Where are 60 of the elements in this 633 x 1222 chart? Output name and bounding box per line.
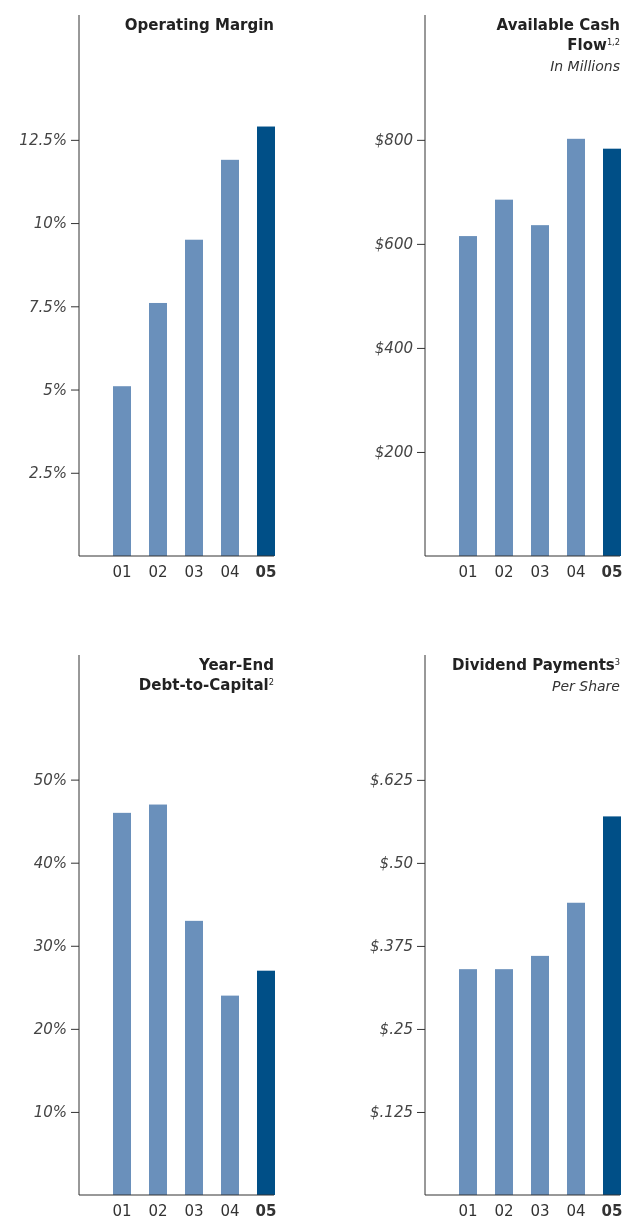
y-tick-label: $.625 — [370, 771, 413, 790]
bar — [531, 955, 549, 1195]
y-tick-label: 30% — [33, 937, 67, 956]
bar — [257, 126, 275, 556]
chart-title: Dividend Payments$^{3}$ — [452, 656, 620, 674]
x-tick-label: 03 — [184, 1201, 204, 1220]
bar — [567, 902, 585, 1195]
x-tick-label: 03 — [530, 562, 550, 581]
bar — [113, 386, 131, 556]
bar — [257, 970, 275, 1195]
y-tick-label: 5% — [43, 380, 67, 399]
y-tick-label: $400 — [374, 339, 413, 358]
x-tick-label: 04 — [220, 1201, 240, 1220]
x-tick-label: 05 — [601, 562, 623, 581]
y-tick-label: 10% — [33, 214, 67, 233]
bar — [221, 159, 239, 556]
y-tick-label: $.125 — [370, 1103, 413, 1122]
bar — [113, 812, 131, 1195]
x-tick-label: 01 — [112, 562, 132, 581]
x-tick-label: 01 — [458, 1201, 478, 1220]
bar — [495, 969, 513, 1195]
text: Per Share — [552, 678, 620, 694]
y-tick-label: $600 — [374, 235, 413, 254]
y-tick-label: 7.5% — [28, 297, 67, 316]
y-tick-label: $200 — [374, 443, 413, 462]
x-tick-label: 05 — [601, 1201, 623, 1220]
x-tick-label: 01 — [112, 1201, 132, 1220]
chart-title: Operating Margin — [124, 16, 274, 34]
y-tick-label: 12.5% — [19, 131, 67, 150]
bar — [185, 239, 203, 556]
y-tick-label: 10% — [33, 1103, 67, 1122]
bar — [185, 920, 203, 1195]
bar — [221, 995, 239, 1195]
x-tick-label: 04 — [566, 562, 586, 581]
text: Year-End Debt-to-Capital$^{2}$ — [138, 656, 274, 694]
x-tick-label: 02 — [148, 562, 168, 581]
y-tick-label: 20% — [33, 1020, 67, 1039]
x-tick-label: 01 — [458, 562, 478, 581]
x-tick-label: 05 — [255, 1201, 277, 1220]
y-tick-label: $.50 — [379, 854, 413, 873]
x-tick-label: 05 — [255, 562, 277, 581]
y-tick-label: 50% — [33, 770, 67, 789]
x-tick-label: 04 — [566, 1201, 586, 1220]
text: Available Cash Flow$^{1,2}$ — [496, 16, 620, 54]
x-tick-label: 04 — [220, 562, 240, 581]
bar — [459, 969, 477, 1195]
x-tick-label: 02 — [494, 1201, 514, 1220]
y-tick-label: 40% — [33, 853, 67, 872]
x-tick-label: 02 — [148, 1201, 168, 1220]
y-tick-label: 2.5% — [28, 464, 67, 483]
x-tick-label: 03 — [184, 562, 204, 581]
text: In Millions — [550, 58, 620, 74]
bar — [603, 816, 621, 1195]
y-tick-label: $.375 — [370, 937, 413, 956]
x-tick-label: 03 — [530, 1201, 550, 1220]
y-tick-label: $.25 — [379, 1020, 413, 1039]
y-tick-label: $800 — [374, 131, 413, 150]
bar — [149, 302, 167, 556]
x-tick-label: 02 — [494, 562, 514, 581]
bar — [149, 804, 167, 1195]
